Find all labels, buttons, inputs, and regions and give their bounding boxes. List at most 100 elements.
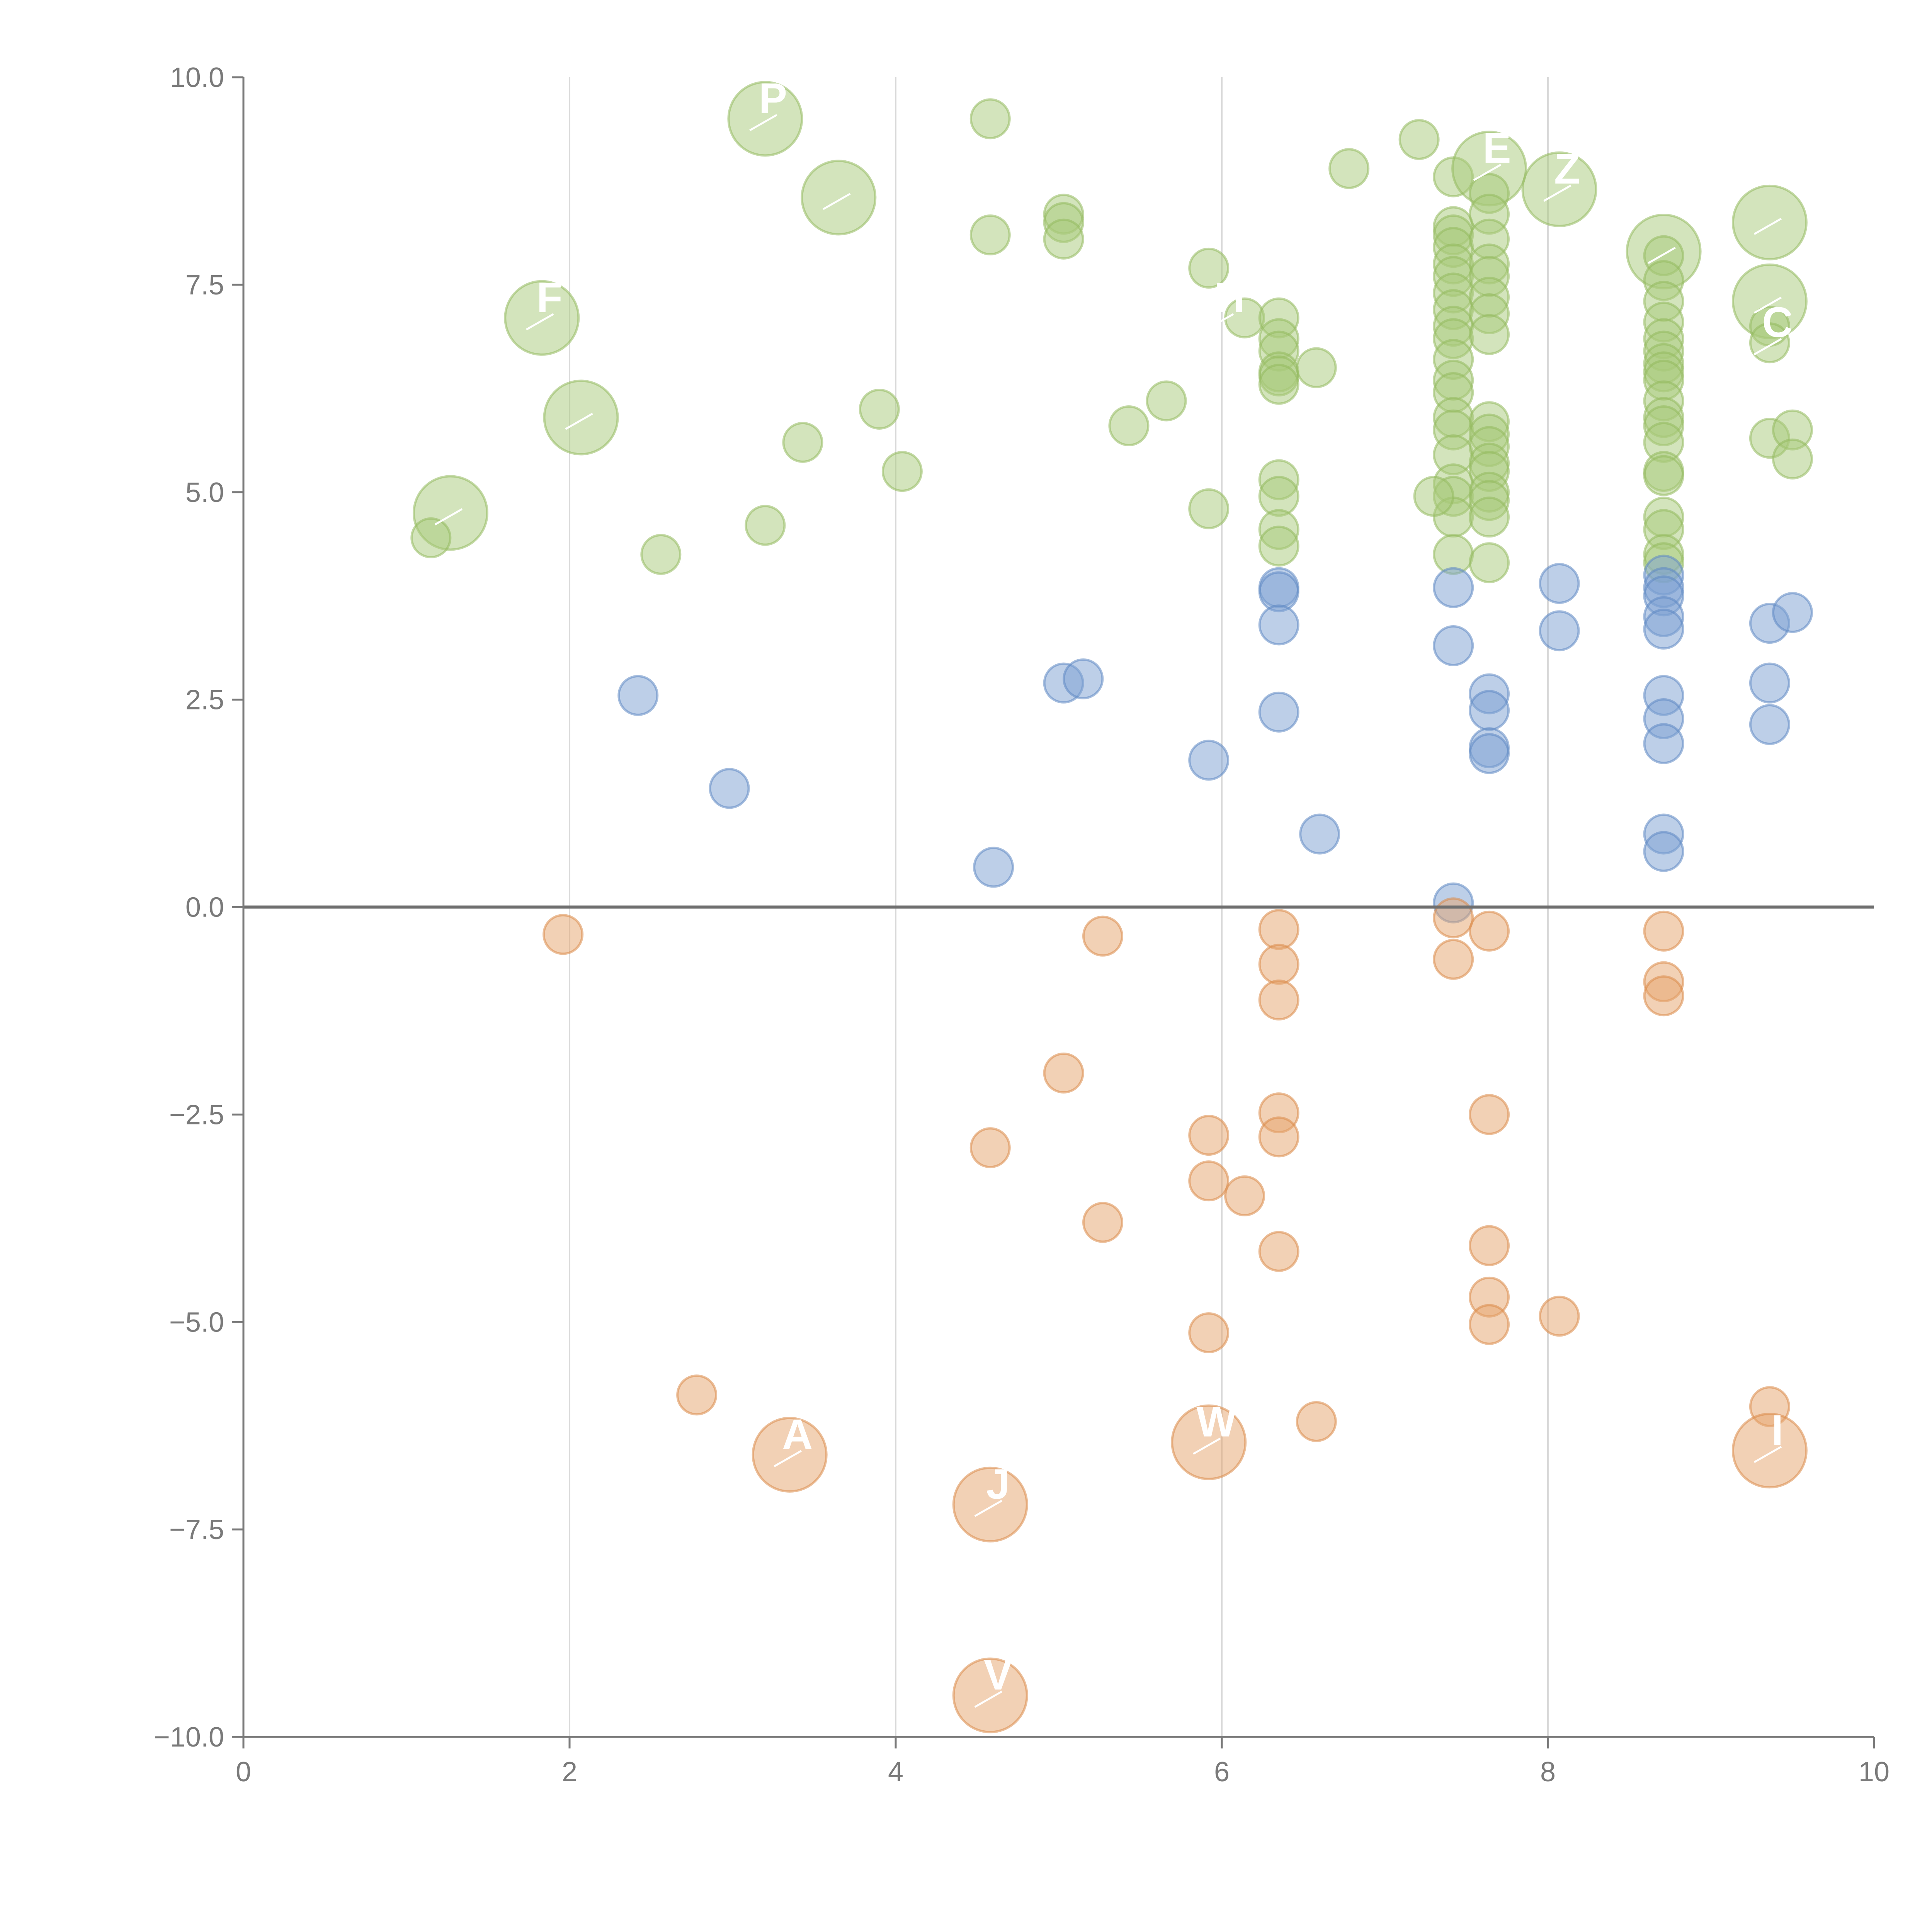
green-bubble bbox=[1731, 184, 1808, 260]
bubble-label: W bbox=[1196, 1398, 1236, 1446]
label-leader-line bbox=[1206, 313, 1234, 330]
green-bubble bbox=[1469, 497, 1510, 538]
bubble-layer bbox=[410, 81, 1813, 1733]
label-leader-line bbox=[1543, 184, 1571, 202]
green-bubble bbox=[410, 517, 452, 558]
blue-bubble bbox=[617, 675, 659, 716]
x-tick-label: 6 bbox=[1214, 1757, 1230, 1787]
green-bubble bbox=[504, 280, 580, 356]
blue-bubble bbox=[1433, 567, 1474, 608]
label-leader-line bbox=[434, 508, 463, 526]
orange-bubble bbox=[1258, 980, 1299, 1021]
blue-bubble bbox=[1643, 723, 1684, 764]
label-leader-line bbox=[1753, 1446, 1782, 1463]
green-bubble bbox=[881, 451, 923, 492]
green-bubble bbox=[801, 160, 877, 236]
orange-bubble bbox=[1224, 1175, 1265, 1216]
bubble-label: P bbox=[759, 75, 787, 122]
blue-bubble bbox=[1643, 609, 1684, 650]
green-bubble bbox=[1469, 314, 1510, 355]
x-tick-label: 8 bbox=[1540, 1757, 1556, 1787]
orange-bubble bbox=[952, 1657, 1028, 1733]
green-bubble bbox=[1749, 322, 1790, 364]
orange-bubble bbox=[1188, 1160, 1230, 1202]
orange-bubble bbox=[1469, 1225, 1510, 1266]
green-bubble bbox=[640, 534, 682, 575]
label-leader-line bbox=[774, 1450, 802, 1468]
green-bubble bbox=[1258, 526, 1299, 567]
green-bubble bbox=[1328, 148, 1370, 189]
x-tick-label: 10 bbox=[1859, 1757, 1889, 1787]
green-bubble bbox=[1146, 380, 1187, 422]
bubble-label: I bbox=[1772, 1406, 1784, 1454]
orange-bubble bbox=[1469, 1304, 1510, 1345]
bubble-label: F bbox=[537, 274, 563, 321]
y-tick-label: −2.5 bbox=[169, 1099, 224, 1130]
orange-bubble bbox=[1433, 939, 1474, 980]
orange-bubble bbox=[1258, 1231, 1299, 1272]
label-leader-line bbox=[526, 313, 554, 330]
blue-bubble bbox=[1433, 625, 1474, 667]
label-leader-line bbox=[1753, 296, 1782, 314]
orange-bubble bbox=[1258, 944, 1299, 985]
orange-bubble bbox=[1188, 1312, 1230, 1354]
blue-bubble bbox=[1299, 813, 1340, 855]
orange-bubble bbox=[1296, 1401, 1337, 1442]
label-leader-line bbox=[1648, 247, 1676, 264]
label-leader-line bbox=[1192, 1437, 1221, 1455]
blue-bubble bbox=[1469, 690, 1510, 731]
y-tick-label: 2.5 bbox=[185, 685, 224, 716]
green-bubble bbox=[1772, 438, 1813, 480]
green-bubble bbox=[1398, 119, 1440, 160]
orange-bubble bbox=[952, 1466, 1028, 1543]
bubble-label: C bbox=[1762, 299, 1793, 346]
orange-bubble bbox=[1082, 1202, 1123, 1243]
green-bubble bbox=[745, 505, 786, 546]
orange-bubble bbox=[1643, 910, 1684, 952]
bubble-label: E bbox=[1483, 124, 1511, 172]
green-bubble bbox=[969, 98, 1011, 139]
orange-bubble bbox=[1258, 909, 1299, 950]
bubble-label: J bbox=[986, 1461, 1010, 1508]
blue-bubble bbox=[1749, 704, 1790, 745]
y-tick-label: −5.0 bbox=[169, 1307, 224, 1338]
green-bubble bbox=[1413, 476, 1454, 517]
label-leader-line bbox=[749, 114, 777, 131]
orange-bubble bbox=[1539, 1296, 1580, 1337]
bubble-label: A bbox=[782, 1411, 813, 1458]
orange-bubble bbox=[1643, 975, 1684, 1017]
y-tick-label: 0.0 bbox=[185, 892, 224, 923]
green-bubble bbox=[1521, 151, 1597, 227]
label-leader-line bbox=[823, 193, 851, 210]
blue-bubble bbox=[1188, 740, 1230, 781]
y-tick-label: 7.5 bbox=[185, 270, 224, 301]
orange-bubble bbox=[1469, 1094, 1510, 1135]
green-bubble bbox=[1258, 364, 1299, 405]
x-tick-label: 4 bbox=[888, 1757, 903, 1787]
orange-bubble bbox=[1469, 910, 1510, 952]
orange-bubble bbox=[676, 1374, 718, 1416]
green-bubble bbox=[859, 389, 900, 430]
green-bubble bbox=[1643, 455, 1684, 496]
blue-bubble bbox=[1749, 662, 1790, 704]
y-tick-label: 5.0 bbox=[185, 477, 224, 508]
green-bubble bbox=[727, 81, 803, 157]
bubble-label: V bbox=[984, 1651, 1012, 1699]
blue-bubble bbox=[1539, 610, 1580, 651]
orange-bubble bbox=[1171, 1404, 1247, 1480]
green-bubble bbox=[1469, 542, 1510, 583]
y-tick-label: 10.0 bbox=[170, 62, 224, 93]
green-bubble bbox=[1043, 218, 1084, 260]
orange-bubble bbox=[1258, 1116, 1299, 1158]
blue-bubble bbox=[709, 768, 750, 809]
bubble-label: Z bbox=[1554, 145, 1580, 193]
y-tick-label: −10.0 bbox=[154, 1722, 224, 1753]
bubble-label: H bbox=[1214, 274, 1245, 321]
orange-bubble bbox=[1188, 1115, 1230, 1156]
label-leader-line bbox=[974, 1500, 1003, 1517]
blue-bubble bbox=[1469, 733, 1510, 774]
blue-bubble bbox=[1258, 691, 1299, 733]
blue-bubble bbox=[973, 847, 1014, 888]
green-bubble bbox=[1188, 247, 1230, 289]
